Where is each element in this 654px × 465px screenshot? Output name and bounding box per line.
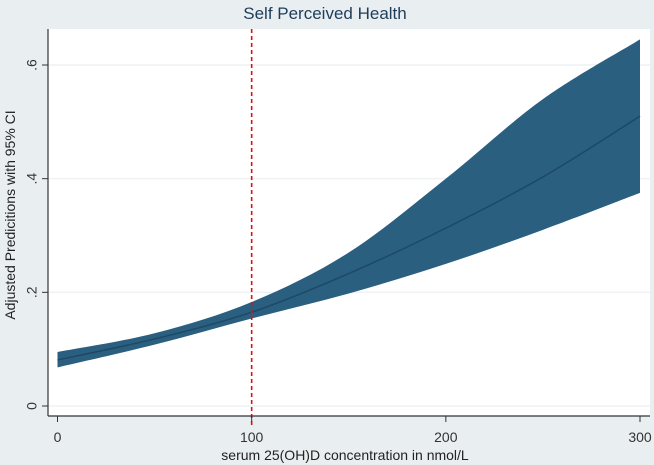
chart-title: Self Perceived Health — [243, 4, 406, 23]
x-tick-label: 300 — [628, 429, 652, 445]
y-tick-label: .4 — [24, 173, 40, 185]
x-tick-label: 100 — [240, 429, 264, 445]
y-axis-label: Adjusted Predicitions with 95% CI — [2, 110, 18, 319]
ci-band — [57, 39, 640, 368]
x-tick-label: 0 — [54, 429, 62, 445]
x-axis-label: serum 25(OH)D concentration in nmol/L — [221, 447, 469, 463]
y-tick-label: 0 — [24, 402, 40, 410]
y-tick-label: .6 — [24, 59, 40, 71]
y-tick-label: .2 — [24, 286, 40, 298]
x-tick-label: 200 — [434, 429, 458, 445]
